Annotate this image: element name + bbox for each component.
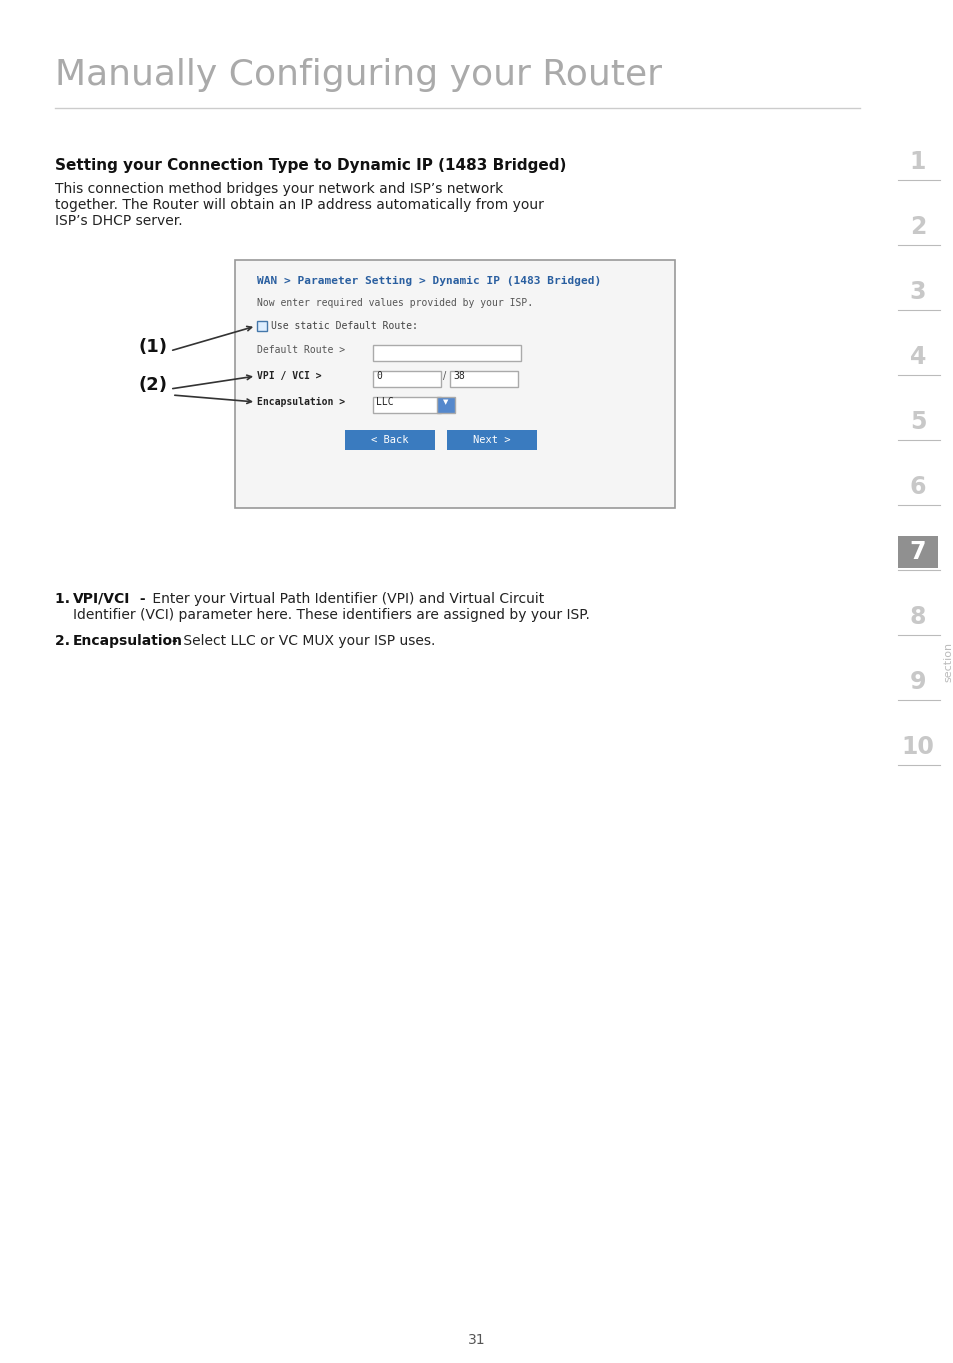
Text: 6: 6 xyxy=(909,474,925,499)
Text: 10: 10 xyxy=(901,735,933,759)
Text: Encapsulation >: Encapsulation > xyxy=(256,397,345,408)
Bar xyxy=(373,371,440,387)
Text: 8: 8 xyxy=(909,605,925,628)
Text: Now enter required values provided by your ISP.: Now enter required values provided by yo… xyxy=(256,298,533,308)
Text: 9: 9 xyxy=(909,671,925,694)
Text: WAN > Parameter Setting > Dynamic IP (1483 Bridged): WAN > Parameter Setting > Dynamic IP (14… xyxy=(256,275,600,286)
Bar xyxy=(450,371,517,387)
Text: (1): (1) xyxy=(139,338,168,356)
Text: Use static Default Route:: Use static Default Route: xyxy=(271,322,417,331)
Text: (2): (2) xyxy=(139,376,168,394)
Text: 4: 4 xyxy=(909,345,925,369)
Text: Default Route >: Default Route > xyxy=(256,345,345,354)
Text: LLC: LLC xyxy=(375,397,394,408)
Text: Manually Configuring your Router: Manually Configuring your Router xyxy=(55,59,661,91)
Bar xyxy=(345,429,435,450)
Text: Enter your Virtual Path Identifier (VPI) and Virtual Circuit: Enter your Virtual Path Identifier (VPI)… xyxy=(148,592,543,607)
Text: VPI/VCI: VPI/VCI xyxy=(73,592,131,607)
Text: -: - xyxy=(167,634,177,647)
Bar xyxy=(447,429,537,450)
Text: Identifier (VCI) parameter here. These identifiers are assigned by your ISP.: Identifier (VCI) parameter here. These i… xyxy=(73,608,589,622)
Text: VPI / VCI >: VPI / VCI > xyxy=(256,371,321,382)
Text: 2: 2 xyxy=(909,215,925,239)
Text: ▼: ▼ xyxy=(443,399,448,405)
Bar xyxy=(234,260,675,508)
Text: ISP’s DHCP server.: ISP’s DHCP server. xyxy=(55,214,182,228)
Text: 1: 1 xyxy=(909,150,925,174)
Text: 2.: 2. xyxy=(55,634,74,647)
Bar xyxy=(436,397,455,413)
Text: 7: 7 xyxy=(909,540,925,564)
Text: Setting your Connection Type to Dynamic IP (1483 Bridged): Setting your Connection Type to Dynamic … xyxy=(55,158,566,173)
Text: 38: 38 xyxy=(453,371,464,382)
Text: 31: 31 xyxy=(468,1333,485,1347)
Text: < Back: < Back xyxy=(371,435,408,444)
Text: 5: 5 xyxy=(909,410,925,433)
Bar xyxy=(373,397,440,413)
Text: 0: 0 xyxy=(375,371,381,382)
Text: together. The Router will obtain an IP address automatically from your: together. The Router will obtain an IP a… xyxy=(55,198,543,213)
Text: -: - xyxy=(135,592,146,607)
Text: /: / xyxy=(442,371,446,382)
Bar xyxy=(256,322,267,331)
Text: section: section xyxy=(942,642,952,682)
Bar xyxy=(373,345,520,361)
Text: 1.: 1. xyxy=(55,592,74,607)
Text: This connection method bridges your network and ISP’s network: This connection method bridges your netw… xyxy=(55,183,503,196)
Text: Next >: Next > xyxy=(473,435,510,444)
Bar xyxy=(897,536,937,568)
Text: 3: 3 xyxy=(909,279,925,304)
Text: Encapsulation: Encapsulation xyxy=(73,634,183,647)
Text: Select LLC or VC MUX your ISP uses.: Select LLC or VC MUX your ISP uses. xyxy=(179,634,435,647)
